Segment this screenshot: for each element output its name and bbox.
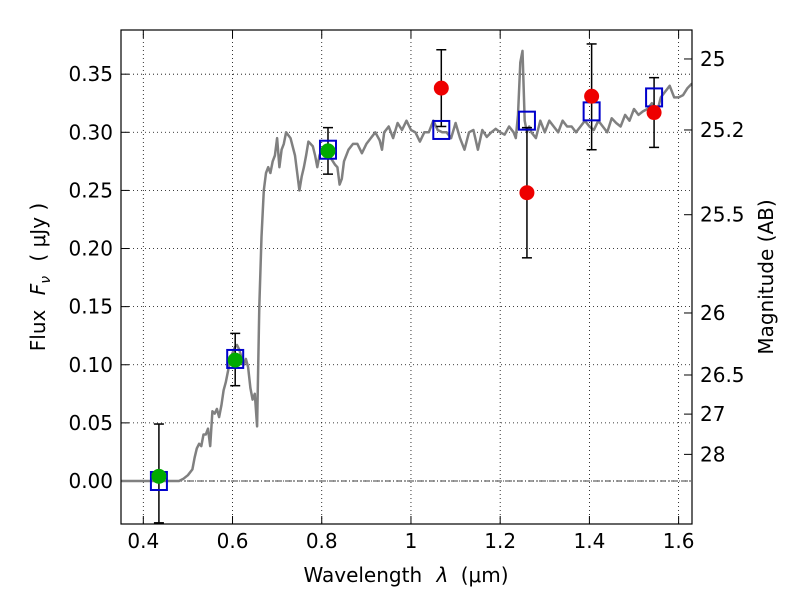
model-photometry-square xyxy=(226,348,245,369)
y-axis-title-subscript: ν xyxy=(38,276,54,284)
x-tick-label: 1 xyxy=(405,529,418,553)
detection-point xyxy=(227,352,243,368)
x-axis-title-text: Wavelength xyxy=(303,563,422,587)
model-spectrum-line xyxy=(121,49,692,483)
y-tick-label: 0.00 xyxy=(68,469,113,493)
x-axis-title-symbol: λ xyxy=(436,563,449,587)
detection-point xyxy=(151,468,167,484)
y2-tick-label: 25.5 xyxy=(700,203,745,227)
y-tick-label: 0.30 xyxy=(68,120,113,144)
x-axis-title-unit: (μm) xyxy=(461,563,509,587)
x-tick-label: 0.6 xyxy=(217,529,249,553)
y2-tick-label: 26.5 xyxy=(700,363,745,387)
model-photometry-square xyxy=(318,139,337,160)
y-axis-title-symbol: F xyxy=(26,283,50,295)
observed-nir-point xyxy=(584,88,600,104)
observed-nir-point xyxy=(433,80,449,96)
y2-tick-label: 27 xyxy=(700,402,725,426)
axis-ticks: 0.4 0.6 0.8 1 1.2 1.4 1.6 0.00 0.05 0.10 0.15 0.20 0… xyxy=(68,30,745,553)
y-tick-label: 0.10 xyxy=(68,353,113,377)
y-axis-title-unit: ( μJy ) xyxy=(26,203,50,262)
model-photometry-square xyxy=(432,119,451,140)
x-tick-label: 1.2 xyxy=(484,529,516,553)
y-axis-title-text: Flux xyxy=(26,309,50,351)
model-photometry-square xyxy=(517,110,536,131)
x-tick-label: 1.6 xyxy=(663,529,695,553)
y-tick-label: 0.15 xyxy=(68,295,113,319)
detection-point xyxy=(320,143,336,159)
y-tick-label: 0.35 xyxy=(68,62,113,86)
y-tick-label: 0.20 xyxy=(68,237,113,261)
plot-frame xyxy=(120,29,693,525)
y2-tick-label: 25.2 xyxy=(700,118,745,142)
x-tick-label: 0.8 xyxy=(306,529,338,553)
plot-area xyxy=(121,43,692,524)
x-axis-title: Wavelength λ (μm) xyxy=(303,563,508,587)
x-tick-label: 1.4 xyxy=(573,529,605,553)
y2-tick-label: 25 xyxy=(700,47,725,71)
y2-axis-title: Magnitude (AB) xyxy=(754,199,778,354)
grid-lines xyxy=(121,30,692,524)
y2-tick-label: 28 xyxy=(700,442,725,466)
observed-nir-point xyxy=(646,105,662,121)
y2-tick-label: 26 xyxy=(700,301,725,325)
y-tick-label: 0.25 xyxy=(68,178,113,202)
x-tick-label: 0.4 xyxy=(127,529,159,553)
observed-nir-point xyxy=(519,185,535,201)
y-tick-label: 0.05 xyxy=(68,411,113,435)
y-axis-title: Flux Fν ( μJy ) xyxy=(26,203,55,351)
